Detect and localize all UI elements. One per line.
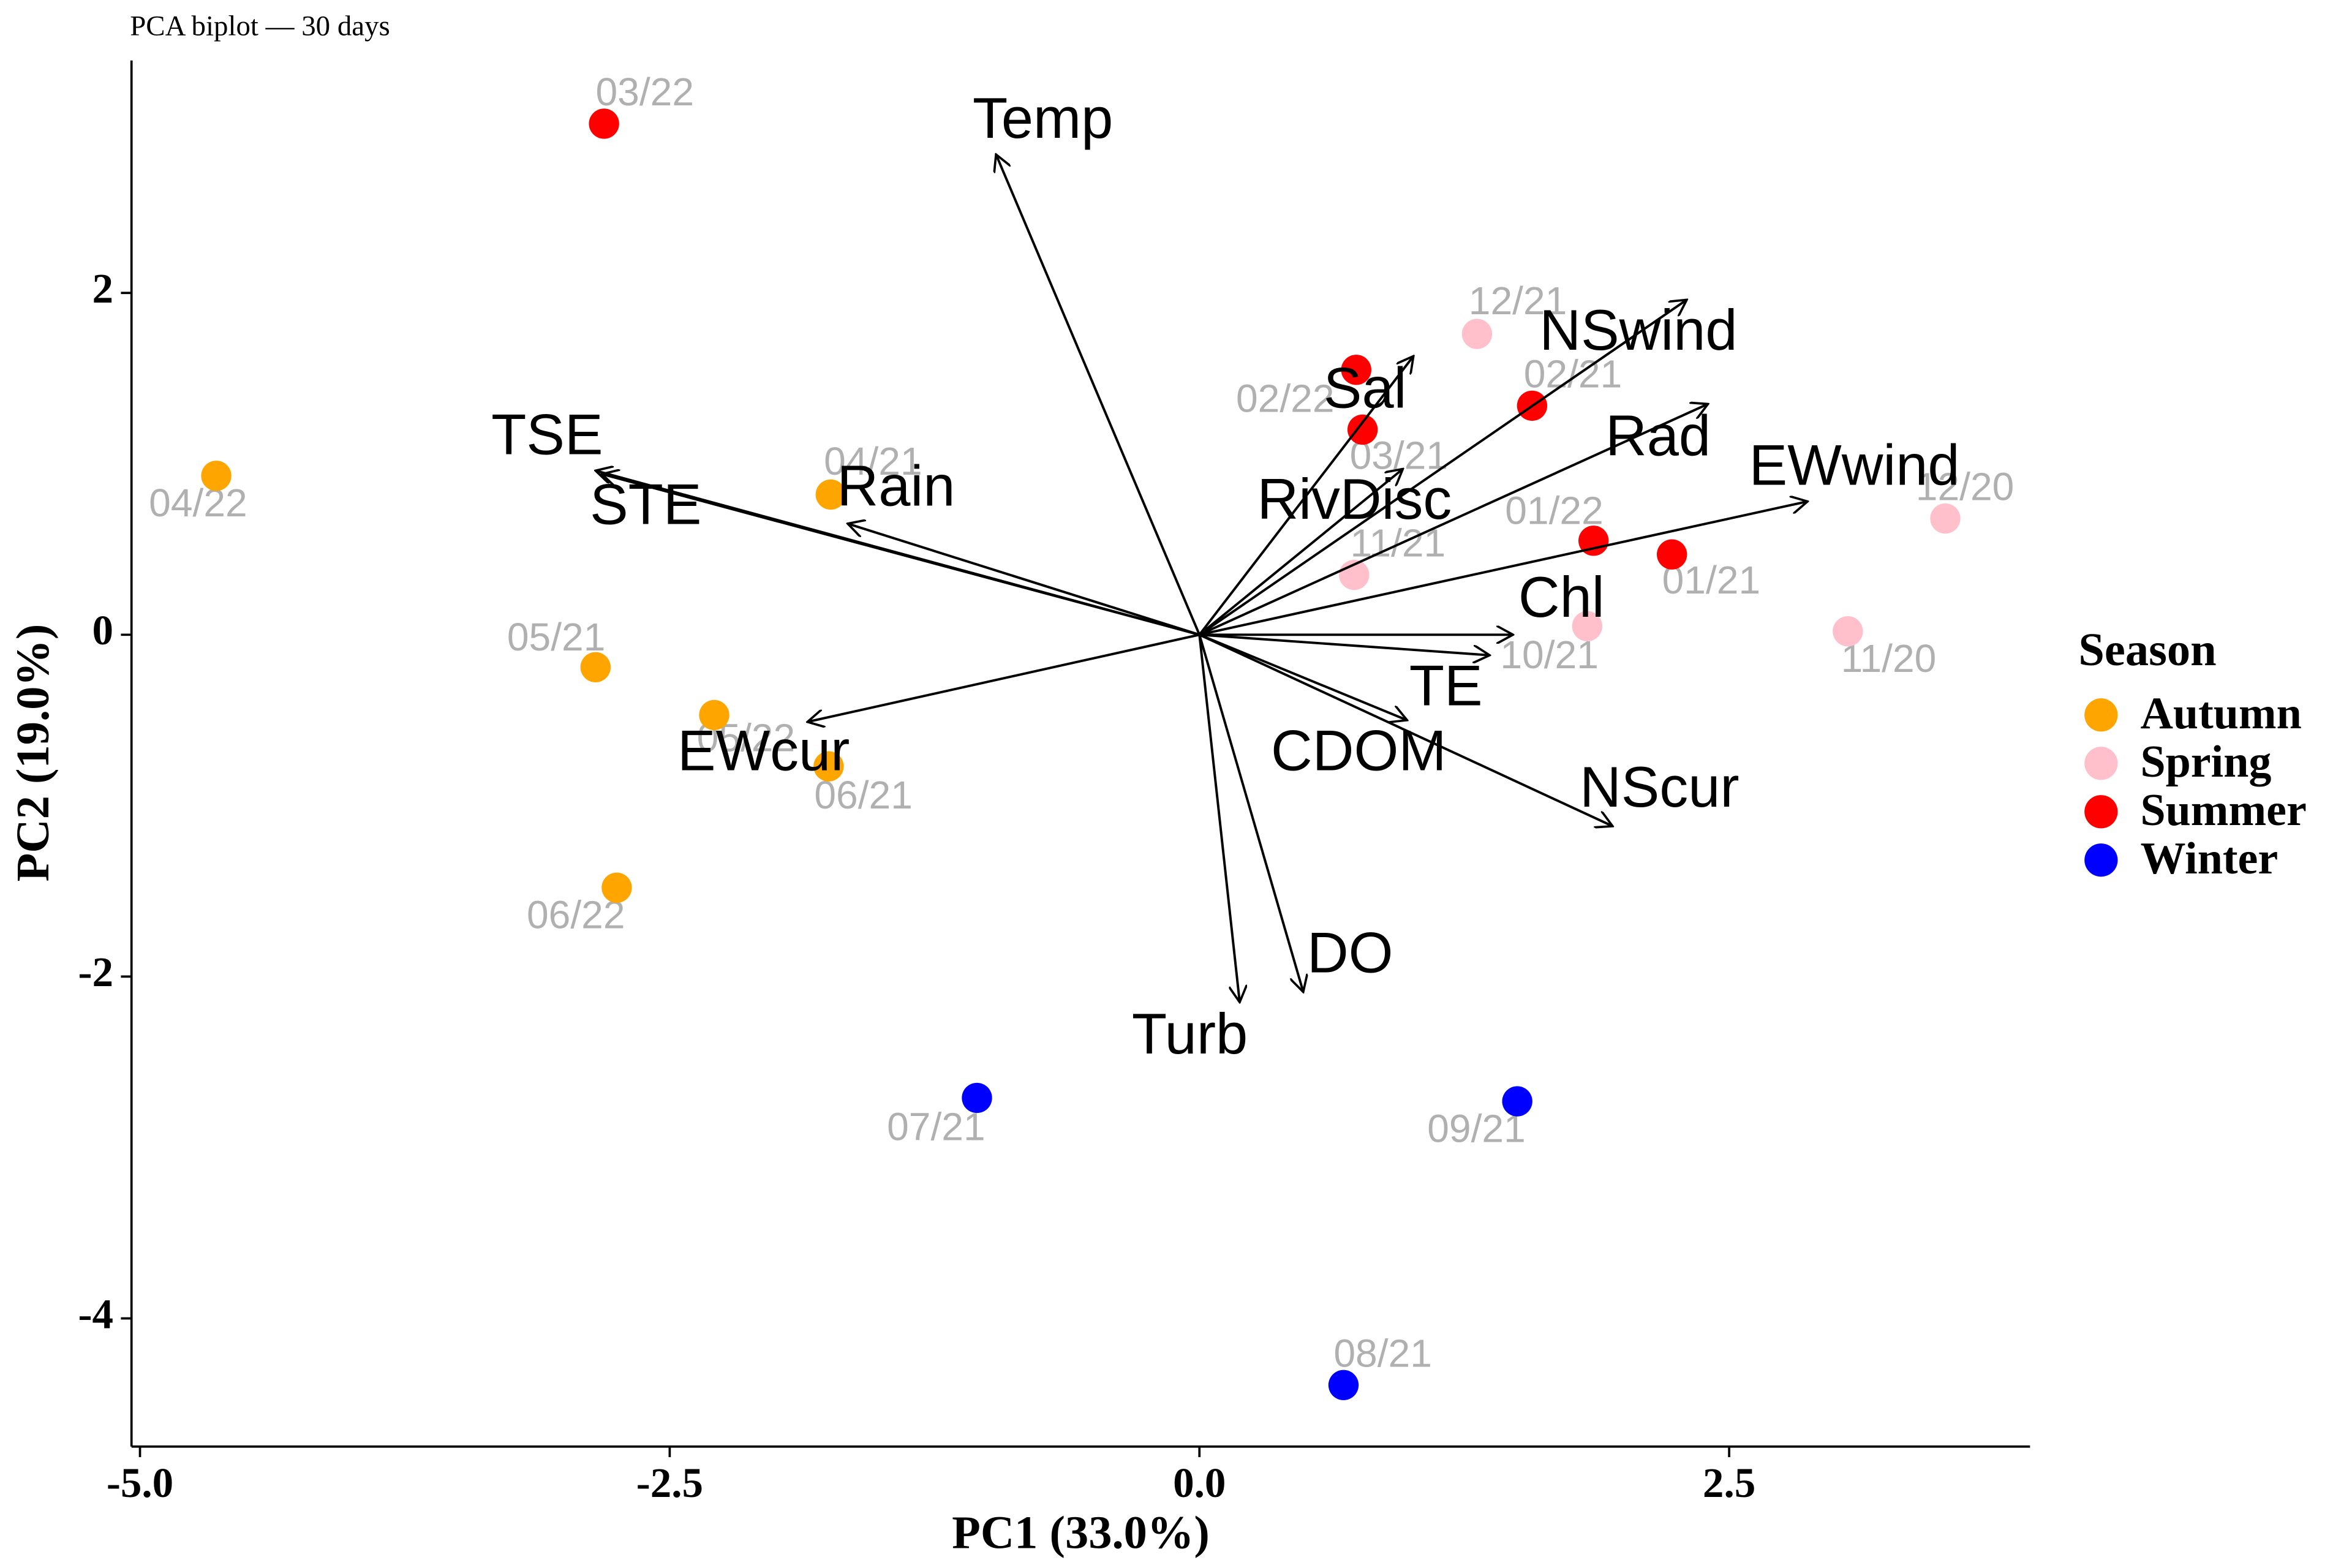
chart-title: PCA biplot — 30 days — [130, 10, 390, 42]
y-tick-label: -4 — [78, 1290, 114, 1337]
legend-swatch — [2084, 698, 2118, 732]
loading-label: Chl — [1518, 565, 1605, 629]
point-label: 12/21 — [1469, 279, 1567, 323]
loading-label: STE — [590, 472, 701, 537]
legend-swatch — [2084, 843, 2118, 877]
loading-arrow — [1199, 469, 1403, 636]
point-label: 02/22 — [1236, 377, 1335, 421]
point — [699, 699, 729, 731]
point — [815, 479, 846, 510]
point — [962, 1082, 992, 1114]
point-label: 03/22 — [596, 70, 695, 114]
legend-label: Summer — [2140, 785, 2306, 835]
legend-swatch — [2084, 795, 2118, 829]
point-label: 07/21 — [887, 1104, 986, 1148]
point — [813, 751, 844, 782]
x-tick-label: -5.0 — [107, 1459, 173, 1506]
point-label: 04/22 — [149, 481, 247, 525]
point — [1930, 503, 1961, 534]
point — [201, 461, 232, 491]
x-tick-label: -2.5 — [636, 1459, 703, 1506]
loading-label: CDOM — [1271, 718, 1446, 782]
legend-title: Season — [2078, 624, 2216, 676]
loading-label: DO — [1307, 921, 1393, 985]
point — [1347, 414, 1378, 445]
loading-arrow — [848, 524, 1200, 636]
legend-label: Winter — [2140, 834, 2278, 884]
loading-label: NSwind — [1539, 298, 1737, 362]
loading-label: EWcur — [677, 718, 850, 783]
loading-arrow — [1199, 502, 1807, 636]
point — [589, 108, 619, 139]
loading-label: TE — [1409, 653, 1483, 717]
point-label: 04/21 — [824, 439, 922, 483]
point-label: 12/20 — [1916, 465, 2015, 509]
point — [1657, 539, 1687, 570]
point — [1833, 616, 1863, 647]
x-tick-label: 2.5 — [1703, 1459, 1755, 1506]
x-tick-label: 0.0 — [1173, 1459, 1226, 1506]
loading-arrow — [1199, 300, 1687, 636]
loading-label: NScur — [1580, 755, 1740, 819]
loading-arrow — [1198, 634, 1303, 992]
y-tick-label: 2 — [92, 265, 114, 312]
legend-label: Spring — [2140, 737, 2271, 787]
point-label: 08/21 — [1333, 1331, 1432, 1375]
loading-label: TSE — [491, 402, 603, 466]
point-label: 11/20 — [1841, 636, 1937, 680]
y-tick-label: 0 — [92, 606, 114, 654]
point — [1572, 611, 1603, 642]
point — [1461, 318, 1493, 349]
loading-label: RivDisc — [1257, 467, 1452, 531]
point — [580, 652, 611, 682]
loading-arrow — [996, 154, 1201, 636]
y-axis-title: PC2 (19.0%) — [7, 624, 59, 882]
loading-label: Sal — [1324, 355, 1407, 420]
loading-label: Turb — [1132, 1001, 1248, 1066]
loading-label: Rain — [837, 453, 956, 518]
x-axis-title: PC1 (33.0%) — [952, 1506, 1210, 1558]
point-label: 02/21 — [1524, 352, 1623, 396]
y-tick-label: -2 — [78, 948, 114, 995]
point-label: 05/21 — [507, 615, 606, 659]
point — [1341, 355, 1371, 385]
loading-arrow — [1199, 633, 1490, 655]
loading-arrow — [807, 633, 1200, 722]
loading-arrow — [602, 474, 1200, 636]
legend-label: Autumn — [2140, 688, 2301, 739]
loading-arrow — [1199, 404, 1708, 636]
loading-label: EWwind — [1749, 433, 1960, 497]
loading-arrow — [1199, 633, 1613, 826]
legend-swatch — [2084, 747, 2118, 780]
point — [1578, 526, 1609, 556]
point-label: 01/22 — [1505, 488, 1604, 532]
loading-label: Rad — [1605, 404, 1711, 468]
loading-arrow — [1199, 633, 1407, 720]
loading-arrow — [1198, 635, 1240, 1002]
loading-label: Temp — [973, 86, 1113, 150]
point — [1328, 1370, 1359, 1400]
point — [601, 872, 632, 903]
loading-arrow — [1198, 356, 1413, 636]
point — [1502, 1086, 1532, 1117]
